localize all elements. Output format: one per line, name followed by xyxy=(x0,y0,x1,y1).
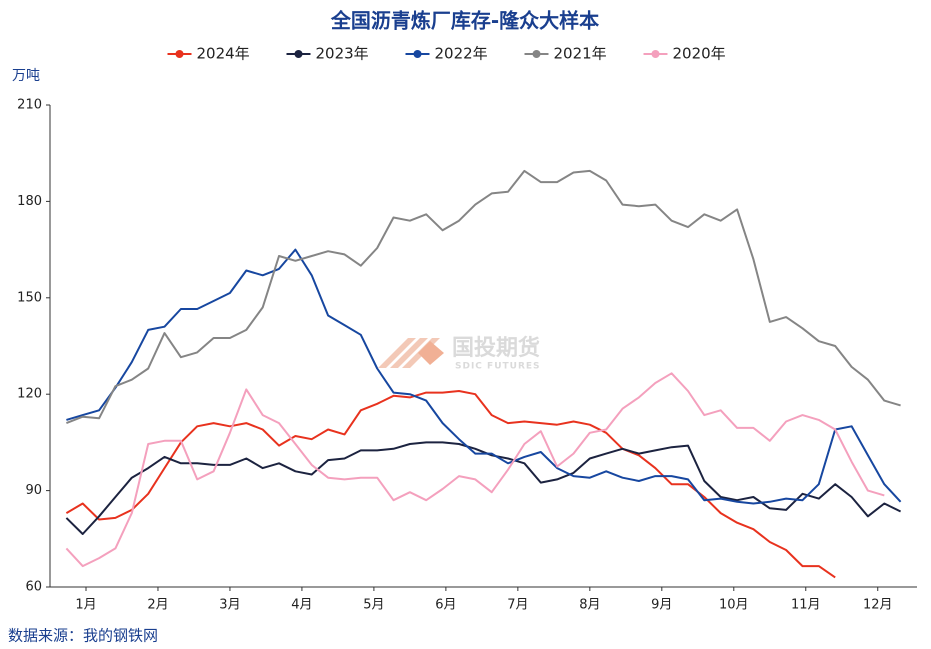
legend-label: 2023年 xyxy=(316,45,369,63)
series-line xyxy=(66,248,902,505)
legend-marker xyxy=(175,50,184,58)
y-tick-label: 180 xyxy=(17,194,42,209)
x-tick-label: 11月 xyxy=(791,598,821,613)
y-tick-label: 210 xyxy=(17,98,42,113)
y-tick-label: 60 xyxy=(25,580,42,595)
source-note: 数据来源：我的钢铁网 xyxy=(8,627,158,645)
x-tick-label: 8月 xyxy=(579,598,600,613)
x-tick-label: 12月 xyxy=(863,598,893,613)
legend-marker xyxy=(294,50,303,58)
legend-label: 2022年 xyxy=(435,45,488,63)
series-line xyxy=(65,441,902,535)
x-tick-label: 6月 xyxy=(435,598,456,613)
x-tick-label: 10月 xyxy=(719,598,749,613)
legend-label: 2024年 xyxy=(197,45,250,63)
series-line xyxy=(65,372,885,568)
legend-label: 2020年 xyxy=(673,45,726,63)
x-tick-label: 5月 xyxy=(363,598,384,613)
x-tick-label: 1月 xyxy=(75,598,96,613)
chart-title: 全国沥青炼厂库存-隆众大样本 xyxy=(330,9,599,33)
x-tick-label: 9月 xyxy=(651,598,672,613)
x-tick-label: 2月 xyxy=(147,598,168,613)
y-axis-title: 万吨 xyxy=(12,68,40,84)
legend-label: 2021年 xyxy=(554,45,607,63)
y-tick-label: 150 xyxy=(17,290,42,305)
watermark: 国投期货 SDIC FUTURES xyxy=(378,335,541,372)
series-line xyxy=(65,390,836,579)
legend-marker xyxy=(413,50,422,58)
watermark-subtext: SDIC FUTURES xyxy=(455,362,541,372)
x-tick-label: 4月 xyxy=(291,598,312,613)
y-tick-label: 90 xyxy=(25,483,42,498)
watermark-logo xyxy=(378,338,444,368)
x-tick-label: 7月 xyxy=(507,598,528,613)
legend-marker xyxy=(651,50,660,58)
y-tick-label: 120 xyxy=(17,387,42,402)
x-tick-label: 3月 xyxy=(219,598,240,613)
legend-marker xyxy=(532,50,541,58)
legend: 2024年 2023年 2022年 2021年 2020年 xyxy=(167,45,726,63)
watermark-text: 国投期货 xyxy=(452,335,540,361)
series-line xyxy=(66,169,901,425)
